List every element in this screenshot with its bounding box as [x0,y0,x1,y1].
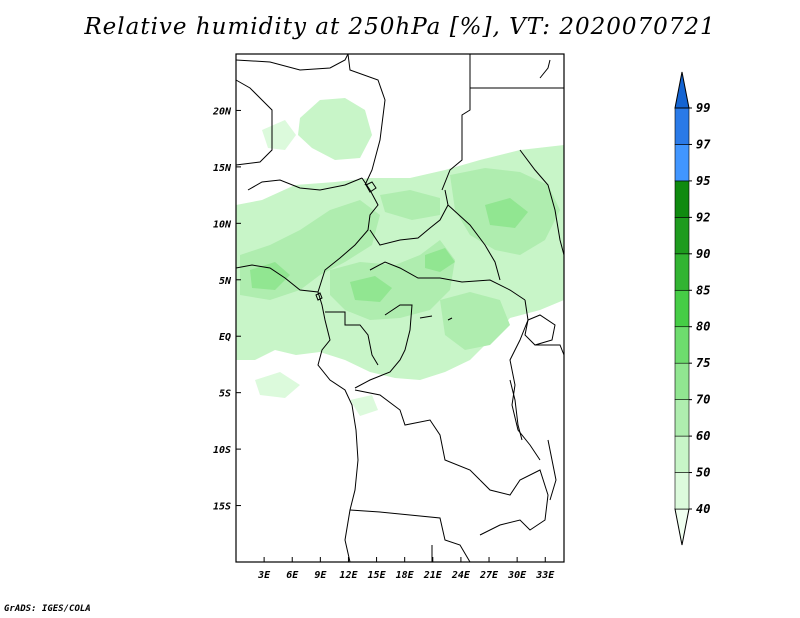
colorbar-segment-low [674,508,690,546]
lake-chad [365,181,377,193]
colorbar-label: 60 [696,429,710,443]
humidity-patch-south-2 [350,395,378,416]
humidity-peak-3 [485,198,528,228]
lon-tick-label: 30E [507,570,527,581]
border-congo-drc [354,304,413,389]
lon-tick-label: 27E [479,570,499,581]
colorbar-segment [674,435,690,473]
colorbar-label: 95 [696,174,710,188]
map-frame [235,53,565,563]
lon-tick-label: 6E [286,570,299,581]
border-sudan-south [447,204,501,281]
lat-tick-label: 10S [213,445,231,456]
lon-tick-label: 3E [257,570,271,581]
lon-tick-label: 33E [535,570,555,581]
lat-tick-label: 15S [213,502,231,513]
lake-spot-2 [447,317,453,321]
border-angola-drc [354,389,481,481]
humidity-patch-north-small [262,120,296,150]
lat-tick-label: 10N [213,219,232,230]
lat-tick-label: 20N [212,106,232,117]
map-title: Relative humidity at 250hPa [%], VT: 202… [84,14,716,40]
colorbar-segment [674,399,690,437]
lake-victoria [524,314,556,346]
lon-tick-label: 12E [339,570,358,581]
humidity-peak-4 [425,248,455,272]
lon-tick-label: 15E [368,570,387,581]
humidity-core-5 [440,292,510,350]
humidity-shading [236,98,564,416]
colorbar-segment [674,144,690,182]
colorbar-segment [674,107,690,145]
colorbar-label: 40 [696,502,710,516]
border-chad-car [369,189,449,246]
colorbar-segment [674,217,690,255]
colorbar-segment [674,362,690,400]
border-libya-sudan [441,54,471,191]
colorbar-label: 70 [696,393,710,407]
lake-spot-1 [419,315,433,319]
colorbar-segment [674,472,690,510]
colorbar-label: 85 [696,283,710,297]
country-borders [235,53,565,563]
lat-tick-label: 15N [213,163,232,174]
lat-tick-label: 5S [219,389,231,400]
humidity-patch-south [255,372,300,398]
border-car-drc [369,261,526,301]
colorbar: 40 50 60 70 75 80 85 90 92 95 97 99 [674,71,711,546]
border-mali-niger [235,79,273,166]
border-congo-gabon [325,311,379,366]
latitude-ticks: 20N 15N 10N 5N EQ 5S 10S 15S [212,106,241,513]
colorbar-label: 50 [696,466,710,480]
colorbar-segment [674,180,690,218]
longitude-ticks: 3E 6E 9E 12E 15E 18E 21E 24E 27E 30E 33E [257,557,555,581]
border-drc-east [509,299,541,461]
lake-malawi [547,439,557,501]
border-niger-nigeria [247,177,363,191]
colorbar-label: 97 [696,137,711,151]
colorbar-label: 80 [696,320,710,334]
lon-tick-label: 24E [451,570,471,581]
lake-tanganyika [509,379,523,441]
colorbar-label: 99 [696,101,710,115]
lon-tick-label: 18E [396,570,415,581]
humidity-band-west [236,300,290,345]
humidity-peak-1 [250,262,290,290]
colorbar-label: 92 [696,210,710,224]
lon-tick-label: 21E [423,570,443,581]
lat-tick-label: EQ [219,332,231,343]
coastline-west-africa [235,264,359,563]
credit-label: GrADS: IGES/COLA [4,604,91,614]
humidity-peak-2 [350,276,392,302]
colorbar-label: 90 [696,247,710,261]
red-sea-coast [539,59,551,79]
humidity-core-4 [380,190,440,220]
border-north-1 [235,53,349,71]
island-bioko [315,292,323,301]
lon-tick-label: 9E [314,570,327,581]
border-nigeria-cameroon [317,177,379,293]
humidity-patch-north [298,98,372,160]
colorbar-label: 75 [696,356,710,370]
colorbar-segment [674,326,690,364]
colorbar-segment-high [674,71,690,109]
colorbar-segment [674,289,690,328]
border-angola-south [349,509,471,563]
lat-tick-label: 5N [219,276,232,287]
colorbar-segment [674,253,690,291]
uganda-border [535,344,565,356]
border-north-2 [347,53,386,186]
border-sudan-ethiopia [519,149,565,256]
border-zambia [479,469,549,536]
